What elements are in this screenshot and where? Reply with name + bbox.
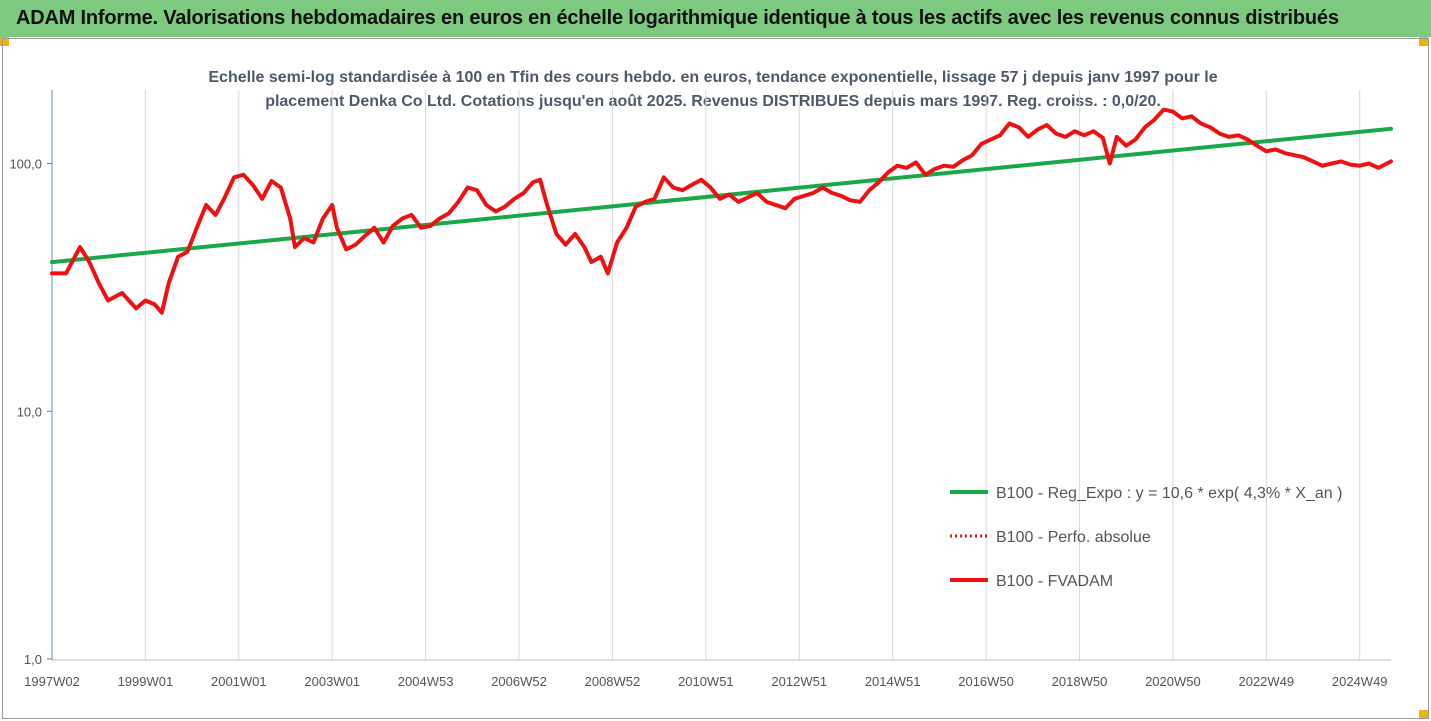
x-tick-label-0: 1997W02 [24, 674, 80, 689]
series-line-2 [50, 107, 1393, 315]
y-tick-label-1: 10,0 [17, 404, 42, 419]
x-tick-label-6: 2008W52 [585, 674, 641, 689]
corner-marker-top-right [1419, 37, 1428, 46]
x-tick-label-10: 2016W50 [958, 674, 1014, 689]
chart-subtitle-line-1: Echelle semi-log standardisée à 100 en T… [208, 69, 1217, 86]
x-tick-label-8: 2012W51 [771, 674, 827, 689]
axes: 100,0 10,0 1,0 1997W02 1999W01 2001W01 2003W01… [9, 90, 1391, 689]
y-tick-label-2: 1,0 [24, 652, 42, 667]
x-tick-label-14: 2024W49 [1332, 674, 1388, 689]
x-tick-label-4: 2004W53 [398, 674, 454, 689]
legend-label-2: B100 - FVADAM [996, 573, 1113, 590]
x-tick-label-2: 2001W01 [211, 674, 267, 689]
legend-label-0: B100 - Reg_Expo : y = 10,6 * exp( 4,3% *… [996, 485, 1342, 502]
corner-marker-top-left [0, 37, 9, 46]
series-line-0 [50, 126, 1393, 265]
legend: B100 - Reg_Expo : y = 10,6 * exp( 4,3% *… [950, 485, 1342, 590]
chart-subtitle: Echelle semi-log standardisée à 100 en T… [208, 69, 1217, 110]
x-tick-label-3: 2003W01 [304, 674, 360, 689]
x-tick-label-13: 2022W49 [1238, 674, 1294, 689]
legend-label-1: B100 - Perfo. absolue [996, 529, 1151, 546]
x-tick-label-12: 2020W50 [1145, 674, 1201, 689]
x-tick-label-9: 2014W51 [865, 674, 921, 689]
x-tick-label-5: 2006W52 [491, 674, 547, 689]
chart-subtitle-line-2: placement Denka Co Ltd. Cotations jusqu'… [265, 93, 1161, 110]
report-title: ADAM Informe. Valorisations hebdomadaire… [16, 7, 1339, 29]
gridlines [51, 90, 1361, 660]
x-tick-label-1: 1999W01 [118, 674, 174, 689]
y-tick-label-0: 100,0 [9, 157, 42, 172]
chart-frame [2, 38, 1429, 719]
corner-marker-bottom-right [1419, 710, 1428, 719]
x-tick-label-7: 2010W51 [678, 674, 734, 689]
title-banner: ADAM Informe. Valorisations hebdomadaire… [0, 0, 1431, 37]
series-layer [50, 107, 1393, 315]
x-tick-label-11: 2018W50 [1052, 674, 1108, 689]
